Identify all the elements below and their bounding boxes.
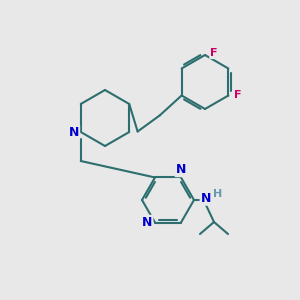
Text: F: F <box>234 91 241 100</box>
Text: N: N <box>142 216 152 229</box>
Text: N: N <box>201 191 211 205</box>
Text: F: F <box>210 48 218 58</box>
Text: H: H <box>213 189 223 199</box>
Text: N: N <box>69 125 79 139</box>
Text: N: N <box>176 163 186 176</box>
